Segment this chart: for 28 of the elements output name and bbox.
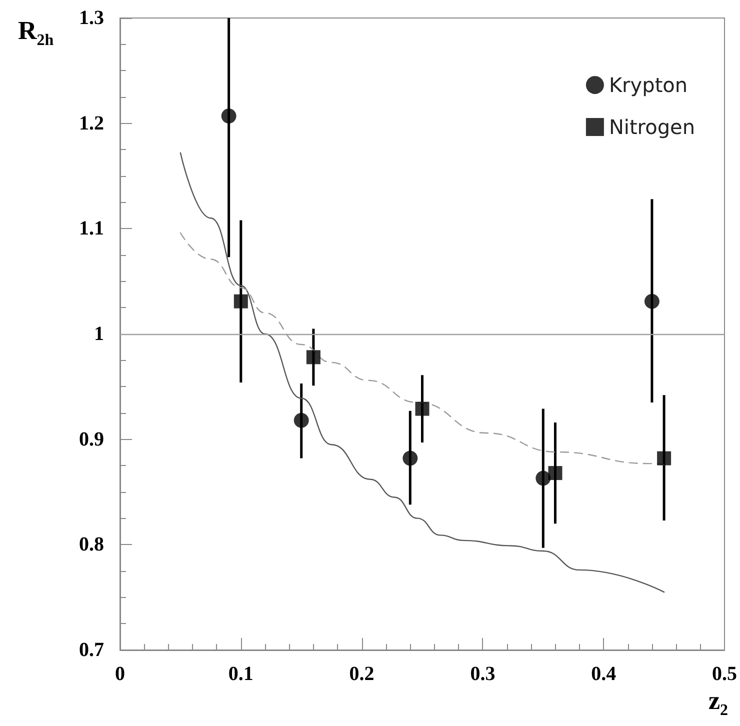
- point: [657, 451, 672, 466]
- x-tick-label: 0: [115, 663, 125, 685]
- point: [294, 412, 309, 428]
- x-tick-label: 0.2: [349, 663, 374, 685]
- point: [402, 450, 418, 466]
- y-tick-label: 1.3: [79, 7, 104, 29]
- point: [306, 350, 320, 364]
- line-series: [180, 152, 665, 593]
- y-tick-label: 0.8: [79, 534, 104, 556]
- x-tick-label: 0.5: [712, 663, 737, 685]
- y-tick-label: 1.1: [79, 218, 104, 240]
- y-tick-label: 1.2: [79, 112, 104, 134]
- legend-label: Krypton: [608, 73, 688, 97]
- point: [644, 294, 660, 309]
- y-tick-label: 0.9: [79, 428, 104, 450]
- x-tick-label: 0.1: [228, 663, 254, 685]
- point: [234, 294, 248, 308]
- point: [536, 470, 551, 486]
- point: [221, 108, 236, 124]
- x-tick-label: 0.4: [591, 663, 616, 685]
- y-tick-label: 1: [94, 323, 104, 345]
- y-axis-title: R$_{2h}$: [18, 16, 54, 50]
- x-axis-title: z$_{2}$: [708, 686, 728, 720]
- x-tick-label: 0.3: [470, 663, 496, 685]
- y-tick-label: 0.7: [79, 639, 104, 661]
- point: [548, 466, 562, 480]
- legend-label: Nitrogen: [608, 115, 696, 139]
- point: [415, 402, 430, 416]
